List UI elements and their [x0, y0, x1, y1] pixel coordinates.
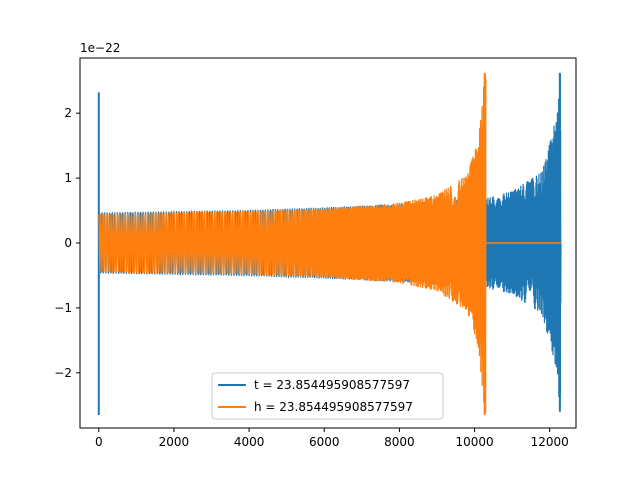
y-tick-label: 2 [64, 106, 72, 120]
legend-box [211, 372, 444, 420]
x-tick-label: 8000 [384, 435, 415, 449]
series-1-line [98, 74, 487, 413]
x-tick-label: 2000 [159, 435, 190, 449]
x-tick-label: 4000 [234, 435, 265, 449]
x-tick-label: 10000 [455, 435, 493, 449]
y-tick-label: −1 [54, 301, 72, 315]
y-scale-label: 1e−22 [80, 41, 120, 55]
x-tick-label: 12000 [531, 435, 569, 449]
y-tick-label: 1 [64, 171, 72, 185]
legend: t = 23.854495908577597 h = 23.8544959085… [211, 372, 444, 420]
legend-label-series-0: t = 23.854495908577597 [254, 378, 410, 392]
x-tick-label: 0 [95, 435, 103, 449]
y-axis: −2 −1 0 1 2 [54, 106, 80, 380]
x-axis: 0 2000 4000 6000 8000 10000 12000 [95, 428, 569, 449]
legend-label-series-1: h = 23.854495908577597 [254, 400, 413, 414]
series-layer [97, 72, 562, 416]
y-tick-label: 0 [64, 236, 72, 250]
y-tick-label: −2 [54, 366, 72, 380]
x-tick-label: 6000 [309, 435, 340, 449]
